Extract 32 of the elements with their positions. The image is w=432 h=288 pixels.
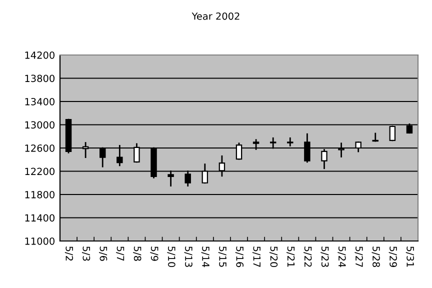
x-tick-label: 5/8 [133,246,142,261]
x-tick-label: 5/29 [388,246,397,268]
x-tick-label: 5/10 [167,246,176,268]
y-tick-label: 13800 [25,74,54,82]
y-tick-label: 12600 [25,144,54,152]
y-tick-label: 11000 [25,237,54,245]
x-tick-label: 5/13 [184,246,192,267]
x-tick-label: 5/21 [286,246,295,267]
x-tick-label: 5/14 [201,246,210,268]
x-tick-label: 5/28 [372,246,380,268]
x-tick-label: 5/17 [252,246,260,267]
y-tick-label: 12200 [25,168,54,176]
x-tick-label: 5/20 [270,246,278,268]
x-tick-label: 5/9 [150,246,158,261]
x-tick-label: 5/3 [82,246,90,261]
y-tick-label: 13400 [25,98,54,106]
x-tick-label: 5/24 [338,246,346,268]
x-tick-label: 5/27 [354,246,363,267]
x-tick-label: 5/22 [304,246,312,267]
x-tick-label: 5/15 [218,246,226,267]
chart-title: Year 2002 [192,12,240,20]
y-tick-label: 11400 [25,214,54,222]
x-tick-label: 5/2 [64,246,74,261]
x-tick-label: 5/23 [320,246,329,267]
candlestick [372,132,378,142]
y-tick-label: 13000 [25,121,54,129]
x-tick-label: 5/7 [116,246,124,261]
y-tick-label: 14200 [25,51,54,59]
x-tick-label: 5/31 [406,246,414,267]
x-tick-label: 5/6 [99,246,108,261]
y-tick-label: 11800 [25,190,54,198]
x-tick-label: 5/16 [235,246,244,268]
